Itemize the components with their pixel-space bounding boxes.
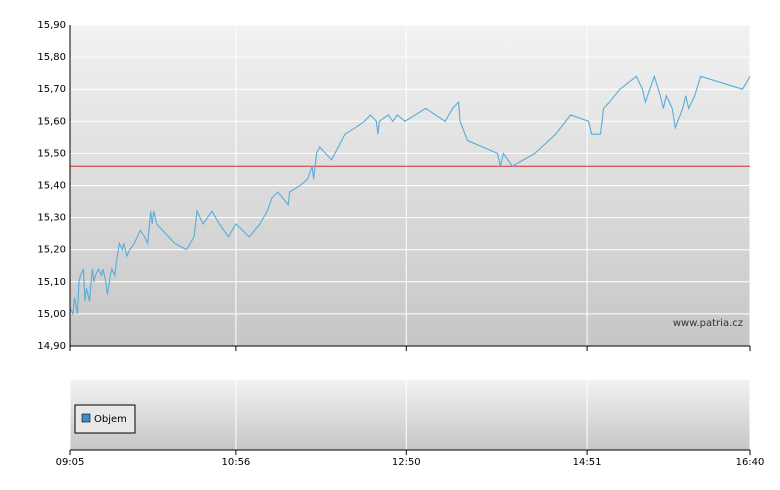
y-tick-label: 15,00 [37, 309, 66, 320]
price-line [69, 74, 751, 316]
y-tick-label: 15,60 [37, 116, 66, 127]
y-tick-label: 15,20 [37, 245, 66, 256]
x-tick-label: 09:05 [56, 457, 85, 468]
y-tick-label: 15,70 [37, 84, 66, 95]
y-tick-label: 15,50 [37, 148, 66, 159]
y-tick-label: 15,30 [37, 213, 66, 224]
x-tick-label: 14:51 [573, 457, 602, 468]
x-tick-label: 10:56 [221, 457, 250, 468]
volume-area [70, 380, 750, 450]
x-tick-label: 12:50 [392, 457, 421, 468]
grid: 14,90 15,00 15,10 15,20 15,30 15,40 15,50 15,60… [37, 20, 764, 468]
y-tick-label: 15,80 [37, 52, 66, 63]
watermark: www.patria.cz [673, 318, 743, 329]
y-tick-label: 15,90 [37, 20, 66, 31]
y-tick-label: 14,90 [37, 341, 66, 352]
legend-swatch [81, 413, 91, 423]
y-tick-label: 15,40 [37, 181, 66, 192]
legend-label: Objem [94, 414, 127, 425]
y-tick-label: 15,10 [37, 277, 66, 288]
marks [69, 74, 751, 316]
x-tick-label: 16:40 [736, 457, 765, 468]
